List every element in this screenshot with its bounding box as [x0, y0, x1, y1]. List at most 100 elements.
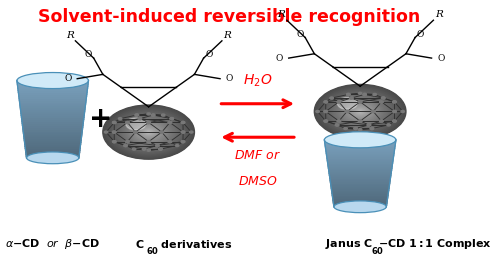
Circle shape: [126, 119, 170, 145]
Circle shape: [346, 103, 375, 120]
Circle shape: [138, 118, 141, 120]
Circle shape: [147, 121, 150, 124]
Circle shape: [326, 91, 394, 132]
Ellipse shape: [26, 152, 79, 164]
Circle shape: [120, 115, 177, 149]
Polygon shape: [20, 102, 86, 104]
Circle shape: [118, 118, 122, 120]
Circle shape: [147, 141, 150, 143]
Circle shape: [181, 141, 184, 143]
Circle shape: [380, 120, 383, 122]
Circle shape: [350, 105, 370, 117]
Circle shape: [142, 148, 146, 150]
Circle shape: [324, 101, 328, 103]
Circle shape: [130, 121, 168, 143]
Circle shape: [392, 101, 396, 103]
Circle shape: [126, 121, 129, 124]
Circle shape: [152, 114, 155, 116]
Circle shape: [370, 127, 374, 130]
Circle shape: [124, 145, 128, 147]
Circle shape: [132, 122, 165, 142]
Polygon shape: [20, 110, 85, 111]
Circle shape: [110, 109, 188, 155]
Circle shape: [112, 141, 116, 143]
Circle shape: [354, 127, 358, 130]
Circle shape: [118, 114, 180, 150]
Circle shape: [138, 126, 160, 139]
Circle shape: [382, 97, 385, 99]
Polygon shape: [334, 202, 387, 203]
Polygon shape: [24, 133, 82, 135]
Circle shape: [322, 89, 398, 134]
Circle shape: [358, 128, 362, 131]
Polygon shape: [22, 125, 83, 127]
Circle shape: [336, 124, 339, 126]
Circle shape: [332, 95, 388, 128]
Polygon shape: [326, 150, 394, 152]
Polygon shape: [331, 185, 390, 187]
Polygon shape: [328, 167, 392, 168]
Circle shape: [134, 131, 137, 133]
Polygon shape: [26, 154, 80, 156]
Circle shape: [146, 131, 152, 134]
Polygon shape: [18, 84, 88, 86]
Circle shape: [352, 107, 368, 116]
Circle shape: [136, 125, 160, 139]
Circle shape: [170, 118, 173, 120]
Circle shape: [393, 110, 396, 112]
Circle shape: [380, 101, 383, 103]
Circle shape: [122, 116, 175, 148]
Polygon shape: [17, 82, 88, 84]
Circle shape: [118, 114, 179, 150]
Text: $\mathbf{-CD\ 1:1\ Complex}$: $\mathbf{-CD\ 1:1\ Complex}$: [378, 237, 492, 251]
Text: $\it{DMF}$ $\it{or}$: $\it{DMF}$ $\it{or}$: [234, 149, 281, 162]
Polygon shape: [334, 205, 386, 207]
Circle shape: [334, 96, 386, 127]
Circle shape: [140, 127, 157, 137]
Polygon shape: [331, 187, 389, 188]
Circle shape: [332, 95, 388, 128]
Circle shape: [358, 120, 362, 122]
Polygon shape: [328, 170, 392, 172]
Polygon shape: [328, 168, 392, 170]
Polygon shape: [332, 192, 388, 193]
Circle shape: [106, 107, 191, 157]
Circle shape: [104, 106, 194, 159]
Circle shape: [336, 124, 339, 126]
Circle shape: [135, 114, 138, 116]
Circle shape: [147, 141, 150, 143]
Circle shape: [160, 131, 164, 133]
Circle shape: [337, 101, 340, 103]
Circle shape: [373, 93, 376, 96]
Circle shape: [147, 131, 150, 133]
Circle shape: [138, 126, 158, 138]
Circle shape: [181, 121, 184, 124]
Circle shape: [372, 110, 375, 112]
Circle shape: [168, 121, 172, 124]
Circle shape: [319, 87, 402, 136]
Polygon shape: [22, 119, 84, 121]
Circle shape: [328, 92, 392, 130]
Polygon shape: [24, 135, 82, 136]
Circle shape: [354, 108, 366, 115]
Circle shape: [324, 101, 328, 103]
Circle shape: [344, 102, 376, 121]
Circle shape: [342, 101, 378, 122]
Text: $\it{\alpha}$$\mathbf{-CD}$  $\mathit{or}$  $\it{\beta}$$\mathbf{-CD}$: $\it{\alpha}$$\mathbf{-CD}$ $\mathit{or}…: [6, 237, 100, 251]
Circle shape: [110, 109, 187, 155]
Circle shape: [363, 93, 366, 96]
Circle shape: [106, 107, 192, 157]
Circle shape: [135, 124, 162, 140]
Polygon shape: [325, 145, 395, 147]
Polygon shape: [329, 172, 392, 173]
Polygon shape: [26, 156, 79, 158]
Circle shape: [168, 141, 172, 143]
Circle shape: [123, 117, 174, 147]
Circle shape: [121, 116, 176, 148]
Circle shape: [359, 111, 361, 112]
Polygon shape: [19, 98, 86, 100]
Polygon shape: [332, 195, 388, 197]
Text: O: O: [296, 30, 304, 39]
Polygon shape: [23, 129, 82, 131]
Polygon shape: [20, 107, 85, 110]
